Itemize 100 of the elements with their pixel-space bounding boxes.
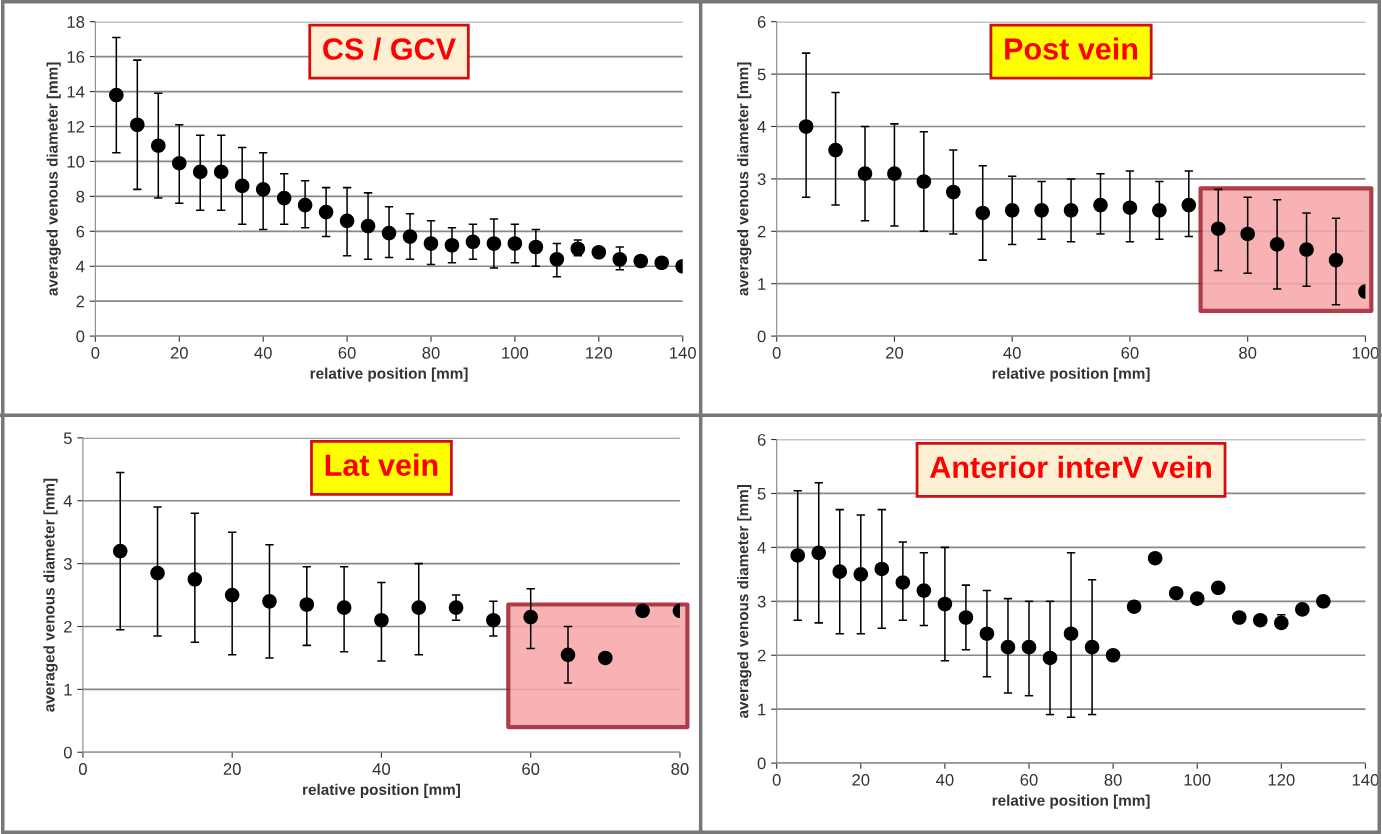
point	[1269, 237, 1285, 252]
point	[937, 596, 953, 612]
point	[1231, 610, 1247, 625]
chart-title: Post vein	[1005, 37, 1138, 60]
y-tick-label: 3	[63, 558, 72, 570]
point	[299, 597, 315, 612]
point	[1181, 197, 1197, 213]
y-tick-label: 1	[64, 683, 72, 696]
point	[612, 251, 628, 267]
point	[1168, 585, 1184, 601]
chart-title: Lat vein	[325, 453, 438, 477]
y-axis-title: averaged venous diameter [mm]	[43, 478, 58, 712]
x-tick-label: 20	[852, 773, 870, 786]
point	[549, 251, 565, 267]
x-axis-title: relative position [mm]	[310, 367, 468, 382]
x-tick-label: 40	[372, 763, 391, 775]
point	[635, 603, 650, 619]
x-tick-label: 140	[670, 346, 696, 359]
y-tick-label: 6	[757, 433, 766, 446]
x-tick-label: 120	[586, 346, 613, 359]
point	[1253, 612, 1268, 628]
y-tick-label: 0	[63, 746, 72, 759]
y-tick-label: 2	[76, 295, 85, 308]
x-tick-label: 80	[422, 346, 440, 359]
point	[1328, 252, 1344, 268]
point	[360, 218, 376, 234]
point	[560, 647, 576, 663]
point	[234, 178, 250, 194]
y-tick-label: 14	[67, 86, 85, 98]
point	[1210, 580, 1226, 596]
point	[297, 197, 313, 213]
y-tick-label: 6	[757, 16, 766, 28]
point	[790, 548, 805, 563]
point	[255, 182, 271, 197]
y-tick-label: 18	[67, 16, 85, 28]
y-tick-label: 5	[63, 432, 72, 445]
point	[958, 610, 974, 625]
point	[444, 237, 460, 253]
chart-title: CS / GCV	[323, 37, 456, 61]
x-tick-label: 40	[254, 346, 272, 359]
x-tick-label: 100	[1352, 346, 1379, 359]
y-tick-label: 4	[757, 121, 766, 133]
point	[1126, 599, 1142, 614]
x-tick-label: 60	[522, 763, 540, 775]
point	[486, 612, 501, 628]
point	[857, 166, 873, 181]
y-tick-label: 4	[757, 541, 766, 554]
point	[1093, 197, 1108, 213]
y-tick-label: 10	[67, 155, 85, 168]
point	[633, 253, 649, 269]
y-tick-label: 16	[67, 51, 85, 63]
x-tick-label: 60	[338, 346, 356, 359]
point	[448, 600, 464, 615]
point	[1299, 242, 1314, 257]
y-tick-label: 1	[758, 703, 766, 716]
point	[1004, 203, 1020, 218]
x-tick-label: 0	[772, 773, 781, 786]
point	[798, 119, 814, 134]
x-tick-label: 40	[1003, 346, 1021, 359]
x-tick-label: 40	[936, 773, 954, 786]
point	[591, 244, 607, 260]
x-tick-label: 80	[671, 763, 689, 775]
y-tick-label: 6	[76, 225, 85, 238]
point	[224, 587, 240, 603]
y-axis-title: averaged venous diameter [mm]	[737, 62, 752, 296]
y-tick-label: 2	[757, 649, 766, 662]
point	[654, 255, 670, 271]
point	[381, 225, 397, 241]
point	[1152, 203, 1167, 218]
x-tick-label: 80	[1239, 346, 1257, 359]
point	[979, 626, 995, 641]
point	[828, 142, 843, 158]
y-tick-label: 3	[757, 173, 766, 186]
point	[1122, 200, 1138, 215]
x-tick-label: 80	[1104, 773, 1122, 786]
x-axis-title: relative position [mm]	[992, 367, 1150, 382]
point	[1034, 203, 1049, 218]
point	[874, 561, 890, 577]
point	[916, 583, 932, 598]
x-axis-title: relative position [mm]	[992, 794, 1150, 809]
point	[151, 138, 166, 153]
point	[528, 239, 544, 255]
point	[150, 565, 165, 581]
x-tick-label: 60	[1020, 773, 1038, 786]
point	[192, 164, 208, 180]
point	[213, 164, 229, 180]
y-tick-label: 8	[76, 190, 85, 203]
point	[1063, 626, 1079, 641]
point	[1295, 602, 1310, 617]
y-axis-title: averaged venous diameter [mm]	[46, 62, 61, 296]
point	[187, 572, 203, 587]
point	[1021, 639, 1037, 655]
point	[916, 174, 932, 189]
point	[1240, 226, 1255, 242]
point	[975, 205, 991, 221]
point	[171, 155, 187, 171]
point	[465, 234, 481, 250]
point	[339, 213, 355, 229]
x-tick-label: 60	[1121, 346, 1139, 359]
point	[1084, 639, 1100, 655]
